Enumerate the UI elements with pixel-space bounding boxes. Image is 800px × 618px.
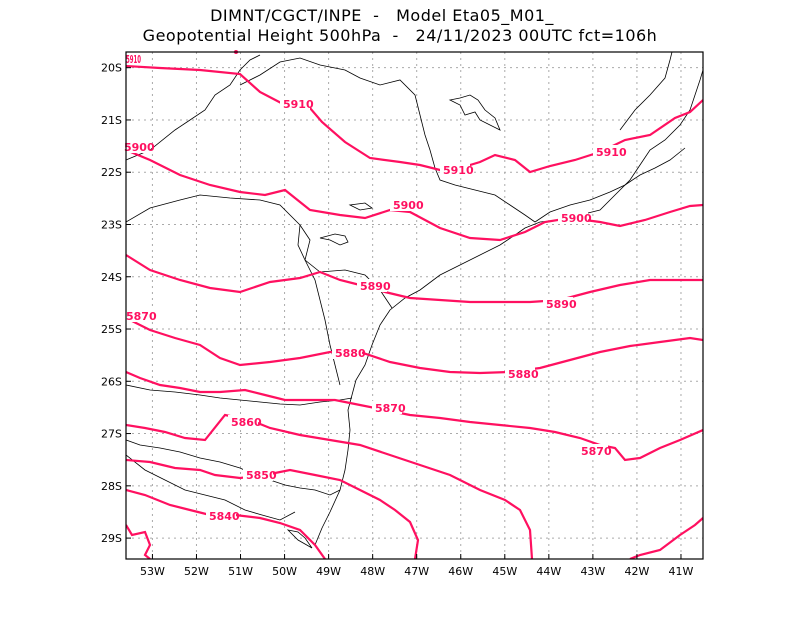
axis-ticks: 20S 21S 22S 23S 24S 25S 26S 27S 28S 29S 53W 52W 51W 5… <box>101 62 694 578</box>
contour-5870-east <box>629 517 703 559</box>
lon-tick-label: 45W <box>492 565 517 578</box>
contour-label: 5870 <box>126 310 157 323</box>
lat-tick-label: 23S <box>101 218 122 231</box>
contour-label: 5900 <box>124 141 155 154</box>
contour-label: 5890 <box>546 298 577 311</box>
lat-tick-label: 29S <box>101 532 122 545</box>
contour-label: 5910 <box>283 98 314 111</box>
lon-tick-label: 43W <box>580 565 605 578</box>
lon-tick-label: 53W <box>140 565 165 578</box>
reservoir-3 <box>348 202 374 211</box>
lat-tick-label: 20S <box>101 62 122 75</box>
lat-tick-label: 21S <box>101 114 122 127</box>
map-title-line-2: Geopotential Height 500hPa - 24/11/2023 … <box>142 26 658 45</box>
contour-label: 5850 <box>246 469 277 482</box>
lat-tick-label: 27S <box>101 428 122 441</box>
lon-tick-label: 48W <box>360 565 385 578</box>
plot-frame <box>125 51 704 560</box>
map-title-line-1: DIMNT/CGCT/INPE - Model Eta05_M01_ <box>210 6 554 25</box>
lat-tick-label: 28S <box>101 480 122 493</box>
contour-5880 <box>126 317 703 375</box>
lon-tick-label: 50W <box>272 565 297 578</box>
contour-label: 5910 <box>443 164 474 177</box>
state-border-sp-mg <box>239 57 536 223</box>
lon-tick-label: 42W <box>624 565 649 578</box>
lat-tick-label: 22S <box>101 166 122 179</box>
contour-label: 5870 <box>375 402 406 415</box>
state-border-argentina <box>126 454 296 521</box>
lat-tick-label: 26S <box>101 375 122 388</box>
state-border-west <box>299 224 341 386</box>
contour-label: 5910 <box>126 53 141 66</box>
contour-label: 5900 <box>393 199 424 212</box>
contour-label: 5910 <box>596 146 627 159</box>
lon-tick-label: 44W <box>536 565 561 578</box>
state-border-mg-es <box>619 52 673 131</box>
lon-tick-label: 47W <box>404 565 429 578</box>
contour-label: 5840 <box>209 510 240 523</box>
lat-tick-label: 25S <box>101 323 122 336</box>
lon-tick-label: 49W <box>316 565 341 578</box>
contour-5870 <box>126 370 703 462</box>
contour-label: 5860 <box>231 416 262 429</box>
lon-tick-label: 51W <box>228 565 253 578</box>
contour-5860 <box>126 413 534 559</box>
lon-tick-label: 46W <box>448 565 473 578</box>
lon-tick-label: 41W <box>669 565 694 578</box>
atlantic-coastline <box>314 69 703 546</box>
state-border-north <box>126 54 261 161</box>
lagoon-south <box>286 529 313 549</box>
contour-5890 <box>126 254 703 304</box>
contour-labels: 5910 5910 5910 5910 5900 5900 5900 5890 … <box>124 52 627 523</box>
reservoir-1 <box>448 94 501 131</box>
contour-label: 5890 <box>360 280 391 293</box>
contour-5830 <box>126 524 152 559</box>
lon-tick-label: 52W <box>184 565 209 578</box>
geopotential-contours <box>126 64 703 559</box>
contour-5900 <box>126 148 703 242</box>
state-border-sc-rs <box>126 439 341 496</box>
coastline-and-borders <box>126 52 703 549</box>
state-border-pr-sp <box>126 194 393 309</box>
contour-label: 5900 <box>561 212 592 225</box>
lat-tick-label: 24S <box>101 271 122 284</box>
state-border-pr-sc <box>126 384 353 406</box>
graticule <box>126 52 703 559</box>
contour-label: 5870 <box>581 445 612 458</box>
contour-label: 5880 <box>508 368 539 381</box>
state-border-mg-rj <box>534 147 686 223</box>
reservoir-2 <box>319 233 349 246</box>
contour-label: 5880 <box>335 347 366 360</box>
contour-5850 <box>126 458 420 559</box>
